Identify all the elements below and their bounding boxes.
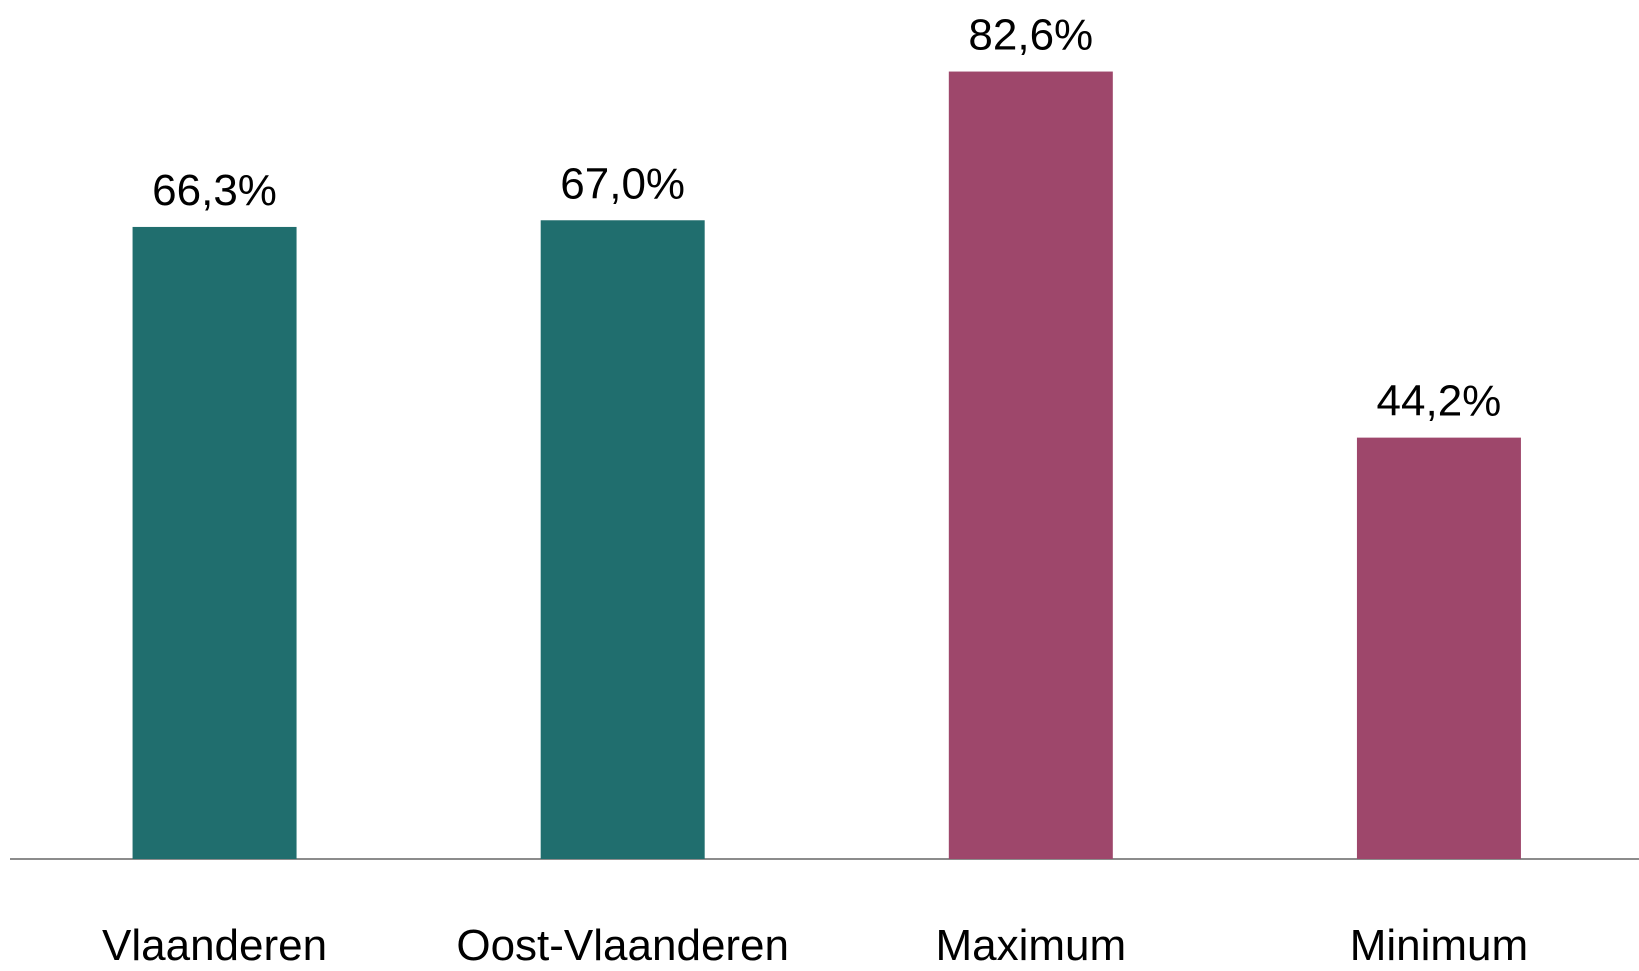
x-tick-label: Vlaanderen (102, 921, 327, 966)
x-tick-label: Minimum (1350, 921, 1528, 966)
bar (948, 71, 1113, 859)
data-label: 44,2% (1377, 377, 1502, 426)
bar (132, 226, 297, 859)
data-label: 82,6% (968, 11, 1093, 60)
data-label: 67,0% (560, 159, 685, 208)
x-tick-label: Maximum (935, 921, 1126, 966)
data-label: 66,3% (152, 166, 277, 215)
bar (1356, 437, 1521, 859)
x-tick-label: Oost-Vlaanderen (456, 921, 789, 966)
bar (540, 220, 705, 859)
